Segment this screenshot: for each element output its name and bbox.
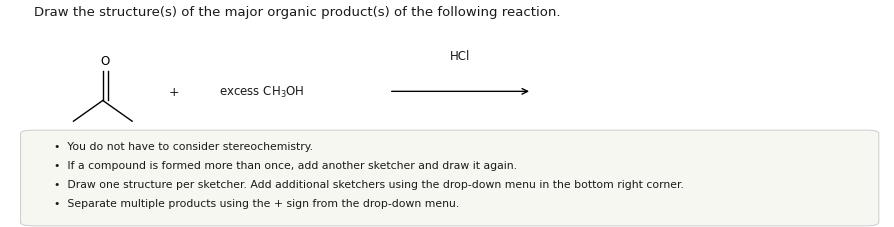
Text: •  If a compound is formed more than once, add another sketcher and draw it agai: • If a compound is formed more than once… xyxy=(54,160,517,170)
Text: •  You do not have to consider stereochemistry.: • You do not have to consider stereochem… xyxy=(54,142,313,152)
Text: O: O xyxy=(100,55,109,68)
Text: HCl: HCl xyxy=(451,49,470,62)
Text: Draw the structure(s) of the major organic product(s) of the following reaction.: Draw the structure(s) of the major organ… xyxy=(34,6,561,19)
Text: excess CH$_3$OH: excess CH$_3$OH xyxy=(219,84,305,99)
FancyBboxPatch shape xyxy=(21,131,879,226)
Text: •  Separate multiple products using the + sign from the drop-down menu.: • Separate multiple products using the +… xyxy=(54,198,459,208)
Text: •  Draw one structure per sketcher. Add additional sketchers using the drop-down: • Draw one structure per sketcher. Add a… xyxy=(54,179,684,189)
Text: +: + xyxy=(169,85,180,99)
